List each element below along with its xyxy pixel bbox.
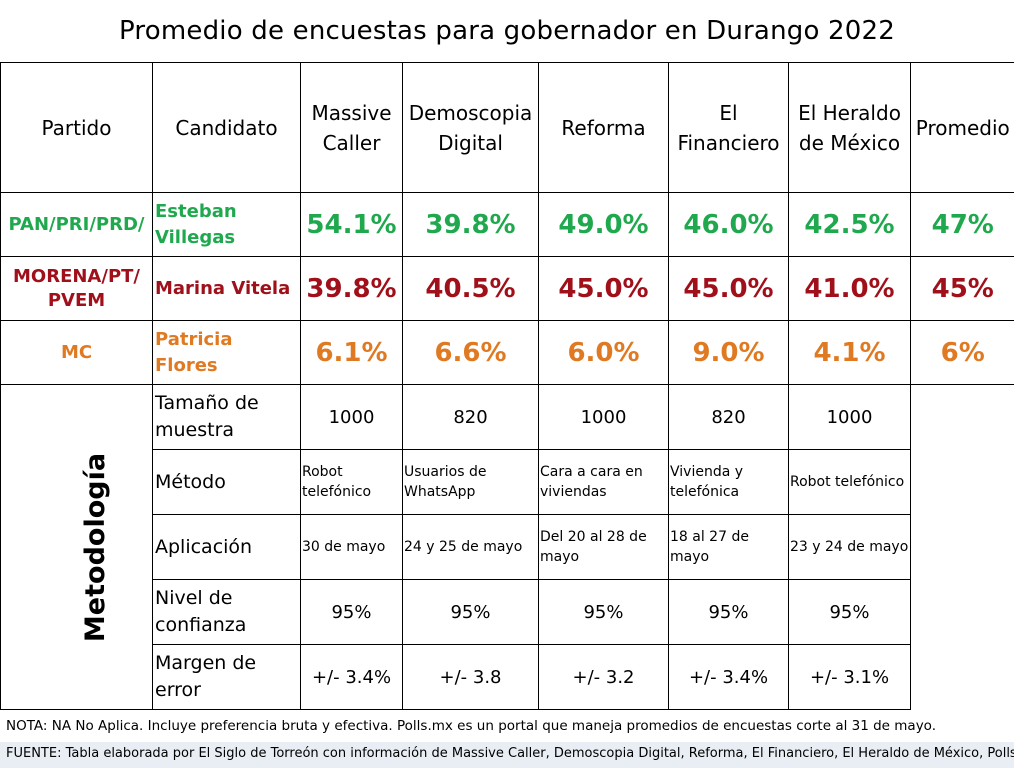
candidate-cell: Esteban Villegas <box>152 192 301 257</box>
empty-cell <box>910 384 1014 710</box>
value-cell: 9.0% <box>668 320 789 385</box>
method-row-label: Aplicación <box>152 514 301 580</box>
method-value: Cara a cara en viviendas <box>538 449 669 515</box>
value-cell: 40.5% <box>402 256 539 321</box>
method-value: 1000 <box>300 384 403 450</box>
header-candidato: Candidato <box>152 62 301 193</box>
method-value: 95% <box>668 579 789 645</box>
candidate-cell: Patricia Flores <box>152 320 301 385</box>
method-value: Robot telefónico <box>788 449 911 515</box>
party-cell: MC <box>0 320 153 385</box>
method-value: Robot telefónico <box>300 449 403 515</box>
candidate-cell: Marina Vitela <box>152 256 301 321</box>
polls-table: Partido Candidato Massive Caller Demoscop… <box>0 62 1014 710</box>
method-value: 24 y 25 de mayo <box>402 514 539 580</box>
header-el-financiero: El Financiero <box>668 62 789 193</box>
value-cell: 49.0% <box>538 192 669 257</box>
value-cell: 39.8% <box>300 256 403 321</box>
footnote: NOTA: NA No Aplica. Incluye preferencia … <box>6 718 936 734</box>
method-value: 820 <box>402 384 539 450</box>
candidate-row: MC Patricia Flores 6.1% 6.6% 6.0% 9.0% 4… <box>0 320 1014 385</box>
methodology-label-cell: Metodología <box>0 384 153 710</box>
header-massive-caller: Massive Caller <box>300 62 403 193</box>
method-value: +/- 3.4% <box>300 644 403 710</box>
method-value: +/- 3.4% <box>668 644 789 710</box>
header-reforma: Reforma <box>538 62 669 193</box>
method-row-label: Nivel de confianza <box>152 579 301 645</box>
value-cell: 45.0% <box>538 256 669 321</box>
method-value: 95% <box>402 579 539 645</box>
value-cell: 4.1% <box>788 320 911 385</box>
average-cell: 47% <box>910 192 1014 257</box>
average-cell: 6% <box>910 320 1014 385</box>
method-value: 95% <box>300 579 403 645</box>
source-line: FUENTE: Tabla elaborada por El Siglo de … <box>0 742 1014 768</box>
candidate-row: MORENA/PT/PVEM Marina Vitela 39.8% 40.5%… <box>0 256 1014 321</box>
average-cell: 45% <box>910 256 1014 321</box>
value-cell: 54.1% <box>300 192 403 257</box>
method-value: 95% <box>788 579 911 645</box>
party-cell: MORENA/PT/PVEM <box>0 256 153 321</box>
method-value: Del 20 al 28 de mayo <box>538 514 669 580</box>
method-value: 1000 <box>788 384 911 450</box>
value-cell: 42.5% <box>788 192 911 257</box>
value-cell: 6.6% <box>402 320 539 385</box>
value-cell: 6.1% <box>300 320 403 385</box>
methodology-row: Método Robot telefónico Usuarios de WhatsA… <box>1 449 1014 515</box>
method-value: 23 y 24 de mayo <box>788 514 911 580</box>
header-el-heraldo: El Heraldo de México <box>788 62 911 193</box>
party-cell: PAN/PRI/PRD/ <box>0 192 153 257</box>
value-cell: 39.8% <box>402 192 539 257</box>
method-value: 30 de mayo <box>300 514 403 580</box>
method-value: 18 al 27 de mayo <box>668 514 789 580</box>
methodology-row: Metodología Tamaño de muestra 1000 820 10… <box>0 384 1014 710</box>
methodology-row: Aplicación 30 de mayo 24 y 25 de mayo De… <box>1 514 1014 580</box>
method-row-label: Margen de error <box>152 644 301 710</box>
methodology-row: Nivel de confianza 95% 95% 95% 95% 95% <box>1 579 1014 645</box>
methodology-label: Metodología <box>80 452 112 642</box>
header-promedio: Promedio <box>910 62 1014 193</box>
method-value: +/- 3.8 <box>402 644 539 710</box>
value-cell: 46.0% <box>668 192 789 257</box>
value-cell: 45.0% <box>668 256 789 321</box>
method-value: +/- 3.1% <box>788 644 911 710</box>
value-cell: 41.0% <box>788 256 911 321</box>
header-demoscopia-digital: Demoscopia Digital <box>402 62 539 193</box>
method-row-label: Método <box>152 449 301 515</box>
methodology-row: Margen de error +/- 3.4% +/- 3.8 +/- 3.2 … <box>1 644 1014 710</box>
method-value: 820 <box>668 384 789 450</box>
method-value: Vivienda y telefónica <box>668 449 789 515</box>
method-value: +/- 3.2 <box>538 644 669 710</box>
value-cell: 6.0% <box>538 320 669 385</box>
method-value: 1000 <box>538 384 669 450</box>
candidate-row: PAN/PRI/PRD/ Esteban Villegas 54.1% 39.8%… <box>0 192 1014 257</box>
method-value: Usuarios de WhatsApp <box>402 449 539 515</box>
method-value: 95% <box>538 579 669 645</box>
header-partido: Partido <box>0 62 153 193</box>
header-row: Partido Candidato Massive Caller Demoscop… <box>0 62 1014 193</box>
method-row-label: Tamaño de muestra <box>152 384 301 450</box>
table-title: Promedio de encuestas para gobernador en… <box>119 16 895 46</box>
